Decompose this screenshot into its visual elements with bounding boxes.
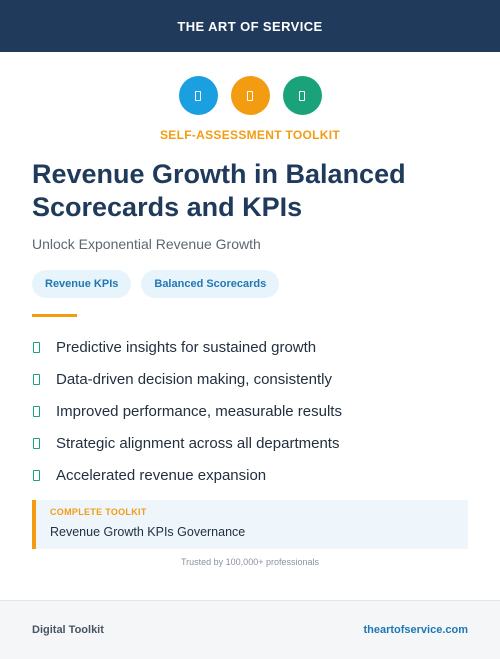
callout-text: Revenue Growth KPIs Governance — [50, 525, 246, 539]
check-icon — [33, 437, 40, 449]
top-banner: THE ART OF SERVICE — [0, 0, 500, 52]
benefit-text: Data-driven decision making, consistentl… — [56, 370, 332, 388]
benefit-text: Accelerated revenue expansion — [56, 466, 267, 484]
benefit-item: Accelerated revenue expansion — [32, 459, 472, 491]
document-icon — [299, 90, 305, 101]
icon-circle-green — [282, 76, 322, 115]
toolkit-callout: COMPLETE TOOLKIT Revenue Growth KPIs Gov… — [32, 500, 468, 549]
check-icon — [33, 405, 40, 417]
icon-circle-orange — [230, 76, 270, 115]
tag-revenue-kpis[interactable]: Revenue KPIs — [32, 270, 132, 298]
accent-divider — [32, 314, 77, 317]
website-link[interactable]: theartofservice.com — [363, 624, 468, 636]
benefit-item: Strategic alignment across all departmen… — [32, 427, 472, 459]
icon-row — [0, 76, 500, 115]
tag-balanced-scorecards[interactable]: Balanced Scorecards — [141, 270, 280, 298]
benefit-text: Improved performance, measurable results — [56, 402, 342, 420]
icon-circle-blue — [178, 76, 218, 115]
toolkit-kicker: SELF-ASSESSMENT TOOLKIT — [159, 128, 341, 142]
benefit-item: Improved performance, measurable results — [32, 395, 472, 427]
document-icon — [247, 90, 253, 101]
brand-name: THE ART OF SERVICE — [177, 18, 323, 34]
page-subtitle: Unlock Exponential Revenue Growth — [32, 236, 261, 252]
benefit-text: Strategic alignment across all departmen… — [56, 434, 340, 452]
tag-list: Revenue KPIs Balanced Scorecards — [32, 270, 280, 298]
trust-note: Trusted by 100,000+ professionals — [180, 557, 319, 567]
check-icon — [33, 469, 40, 481]
callout-label: COMPLETE TOOLKIT — [50, 507, 147, 517]
check-icon — [33, 373, 40, 385]
document-icon — [195, 90, 201, 101]
benefit-list: Predictive insights for sustained growth… — [32, 331, 472, 491]
page-title: Revenue Growth in Balanced Scorecards an… — [32, 159, 406, 222]
footer-label: Digital Toolkit — [32, 624, 104, 636]
benefit-item: Predictive insights for sustained growth — [32, 331, 472, 363]
benefit-item: Data-driven decision making, consistentl… — [32, 363, 472, 395]
check-icon — [33, 341, 40, 353]
footer-bar: Digital Toolkit theartofservice.com — [0, 600, 500, 659]
benefit-text: Predictive insights for sustained growth — [56, 338, 317, 356]
